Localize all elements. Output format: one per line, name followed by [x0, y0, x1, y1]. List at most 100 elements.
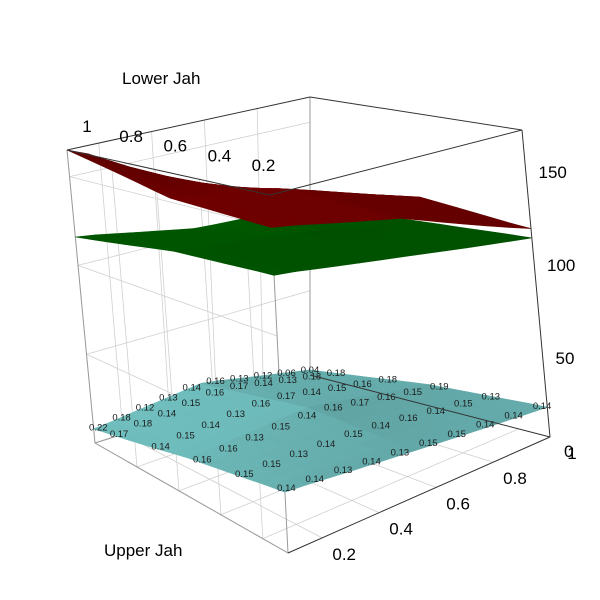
- box-edge: [309, 96, 523, 131]
- cell-value-label: 0.15: [235, 469, 254, 480]
- box-edge: [66, 149, 271, 196]
- cell-value-label: 0.14: [158, 408, 177, 419]
- y-tick-label: 0.4: [208, 146, 232, 165]
- cell-value-label: 0.16: [324, 403, 343, 414]
- cell-value-label: 0.22: [89, 422, 108, 433]
- cell-value-label: 0.14: [504, 410, 523, 421]
- cell-value-label: 0.18: [134, 419, 153, 430]
- surface-0: [66, 149, 532, 229]
- wall-grid-line: [203, 120, 217, 405]
- wall-grid-line: [86, 290, 311, 355]
- cell-value-label: 0.13: [159, 392, 178, 403]
- cell-value-label: 0.18: [379, 375, 398, 386]
- wall-grid-line: [98, 143, 124, 435]
- box-edge: [94, 442, 289, 554]
- y-axis-title: Lower Jah: [122, 69, 200, 88]
- box-edge: [309, 374, 551, 438]
- cell-value-label: 0.06: [277, 368, 296, 379]
- box-edge: [66, 96, 311, 151]
- cell-value-label: 0.16: [252, 398, 271, 409]
- cell-value-label: 0.16: [399, 413, 418, 424]
- cell-value-label: 0.13: [290, 449, 309, 460]
- cell-value-label: 0.15: [272, 421, 291, 432]
- x-axis-title: Upper Jah: [104, 541, 182, 560]
- cell-value-label: 0.16: [353, 379, 372, 390]
- cell-value-label: 0.15: [454, 399, 473, 410]
- cell-value-label: 0.18: [303, 372, 322, 383]
- cell-value-label: 0.15: [447, 429, 466, 440]
- box-edge: [269, 129, 523, 196]
- box-edge: [66, 149, 96, 444]
- y-tick-label: 0.2: [252, 156, 276, 175]
- cell-value-label: 0.13: [230, 373, 249, 384]
- cell-value-label: 0.19: [430, 382, 449, 393]
- cell-value-label: 0.13: [245, 432, 264, 443]
- cell-value-label: 0.13: [278, 375, 297, 386]
- cell-value-label: 0.17: [277, 391, 296, 402]
- z-tick-label: 50: [556, 349, 575, 368]
- cell-value-label: 0.12: [254, 371, 273, 382]
- cell-value-label: 0.14: [305, 474, 324, 485]
- x-tick-label: 0.2: [332, 545, 356, 564]
- cell-value-label: 0.13: [391, 447, 410, 458]
- cell-value-label: 0.17: [110, 429, 129, 440]
- cell-value-label: 0.14: [362, 456, 381, 467]
- cell-value-label: 0.15: [176, 431, 195, 442]
- cell-value-label: 0.14: [298, 410, 317, 421]
- surface-facet: [491, 234, 533, 242]
- z-tick-label: 150: [539, 163, 567, 182]
- cell-value-label: 0.15: [419, 438, 438, 449]
- box-front-edges: [66, 96, 551, 554]
- cell-value-label: 0.16: [219, 443, 238, 454]
- cell-value-label: 0.15: [344, 429, 363, 440]
- cell-value-label: 0.15: [404, 387, 423, 398]
- cell-value-label: 0.16: [206, 388, 225, 399]
- cell-value-label: 0.13: [482, 391, 501, 402]
- y-tick-label: 1: [82, 117, 91, 136]
- cell-value-label: 0.17: [230, 381, 249, 392]
- surfaces: [66, 149, 548, 493]
- cell-value-label: 0.14: [476, 420, 495, 431]
- cell-value-label: 0.13: [334, 465, 353, 476]
- wall-grid-line: [69, 176, 272, 228]
- y-tick-label: 0.6: [163, 137, 187, 156]
- x-tick-label: 0.4: [389, 520, 413, 539]
- cell-value-label: 0.12: [136, 402, 155, 413]
- cell-value-label: 0.15: [262, 459, 281, 470]
- surface-2: [93, 369, 548, 493]
- box-edge: [287, 436, 551, 554]
- cell-value-label: 0.14: [183, 382, 202, 393]
- surface-facet: [505, 402, 548, 415]
- cell-value-label: 0.14: [254, 378, 273, 389]
- cell-value-label: 0.14: [427, 406, 446, 417]
- y-tick-label: 0.8: [119, 127, 143, 146]
- cell-value-label: 0.18: [327, 368, 346, 379]
- cell-value-label: 0.18: [112, 412, 131, 423]
- x-tick-label: 0.8: [503, 469, 527, 488]
- cell-value-label: 0.14: [533, 401, 552, 412]
- floor-grid-line: [122, 433, 323, 539]
- cell-value-label: 0.16: [377, 392, 396, 403]
- cell-value-label: 0.14: [277, 483, 296, 494]
- z-tick-label: 0: [564, 442, 573, 461]
- z-tick-label: 100: [547, 256, 575, 275]
- floor-grid-line: [262, 428, 519, 540]
- cell-value-label: 0.14: [317, 439, 336, 450]
- cell-value-label: 0.04: [301, 365, 320, 376]
- cell-value-label: 0.13: [227, 409, 246, 420]
- wall-grid-line: [77, 265, 278, 337]
- cell-value-label: 0.14: [372, 420, 391, 431]
- cell-value-label: 0.14: [201, 420, 220, 431]
- x-tick-label: 0.6: [446, 494, 470, 513]
- cell-value-label: 0.15: [182, 398, 201, 409]
- cell-value-label: 0.17: [351, 397, 370, 408]
- cell-value-label: 0.16: [206, 376, 225, 387]
- cell-value-label: 0.14: [151, 442, 170, 453]
- x-tick-label: 1: [567, 444, 576, 463]
- cell-value-label: 0.16: [193, 454, 212, 465]
- cell-value-label: 0.15: [328, 383, 347, 394]
- cell-value-label: 0.14: [302, 387, 321, 398]
- cell-value-labels: 0.140.140.130.140.130.150.150.140.140.14…: [89, 365, 551, 494]
